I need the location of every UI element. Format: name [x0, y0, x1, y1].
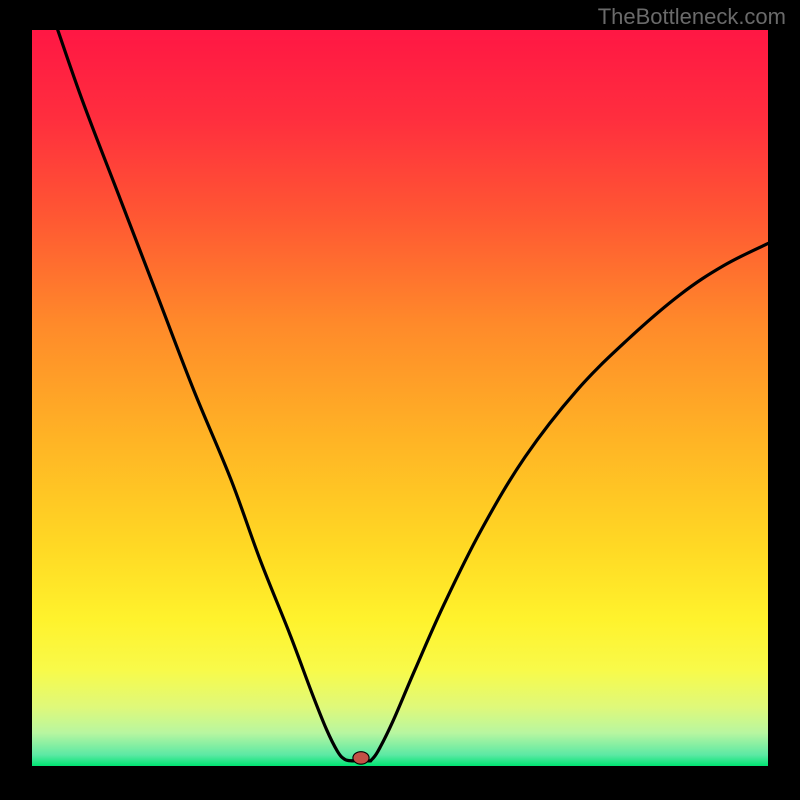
chart-wrapper: TheBottleneck.com [0, 0, 800, 800]
optimal-point-marker [353, 752, 369, 765]
plot-gradient-background [32, 30, 768, 766]
bottleneck-chart [0, 0, 800, 800]
watermark-text: TheBottleneck.com [598, 4, 786, 30]
